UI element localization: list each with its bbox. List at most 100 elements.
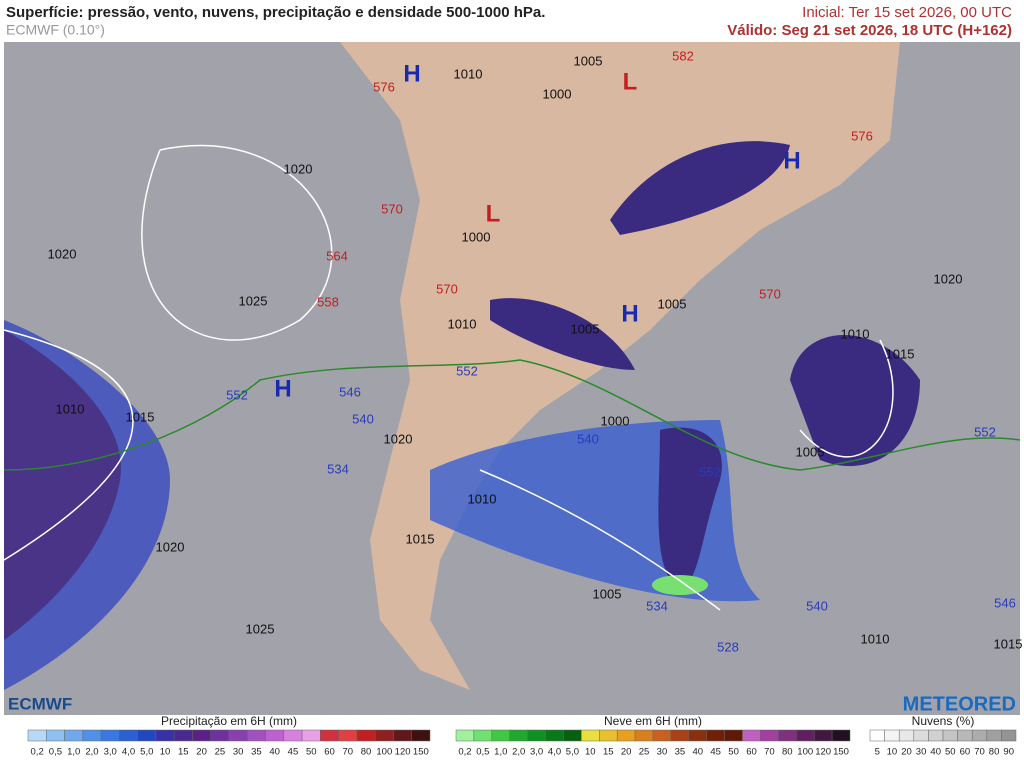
legend-swatch bbox=[1001, 729, 1017, 742]
precip bbox=[790, 335, 920, 467]
legend-swatch bbox=[957, 729, 973, 742]
thickness-label: 570 bbox=[436, 281, 458, 296]
legend-swatch bbox=[100, 729, 120, 742]
legend-swatch bbox=[652, 729, 672, 742]
legend-swatch bbox=[320, 729, 339, 742]
legend-swatch bbox=[928, 729, 944, 742]
legend-tick-label: 90 bbox=[1003, 747, 1014, 758]
snow bbox=[652, 575, 708, 595]
legends: Precipitação em 6H (mm) 0,2 0,5 1,0 2,0 3,0 4,… bbox=[27, 714, 1017, 758]
isobar-label: 1005 bbox=[574, 53, 603, 68]
isobar-label: 1015 bbox=[994, 636, 1023, 651]
legend-swatch bbox=[265, 729, 285, 742]
header-bg bbox=[0, 0, 1024, 42]
legend-swatch bbox=[670, 729, 690, 742]
legend-swatch bbox=[119, 729, 138, 742]
legend-tick-label: 50 bbox=[306, 747, 317, 758]
legend-swatch bbox=[64, 729, 84, 742]
legend-swatch bbox=[411, 729, 431, 742]
legend-tick-label: 10 bbox=[585, 747, 596, 758]
legend-tick-label: 70 bbox=[764, 747, 775, 758]
pressure-center: L bbox=[623, 68, 638, 95]
legend-tick-label: 10 bbox=[160, 747, 171, 758]
isobar-label: 1010 bbox=[454, 66, 483, 81]
legend-tick-label: 1,0 bbox=[67, 747, 80, 758]
legend-tick-label: 30 bbox=[916, 747, 927, 758]
precip bbox=[610, 141, 790, 235]
legend-tick-label: 1,0 bbox=[494, 747, 507, 758]
legend-tick-label: 30 bbox=[657, 747, 668, 758]
pressure-center: H bbox=[403, 60, 420, 87]
legend-swatch bbox=[796, 729, 815, 742]
pressure-center: H bbox=[783, 147, 800, 174]
legend-swatch bbox=[46, 729, 65, 742]
legend-tick-label: 0,5 bbox=[49, 747, 62, 758]
legend-tick-label: 50 bbox=[728, 747, 739, 758]
legend-title: Neve em 6H (mm) bbox=[604, 714, 702, 728]
legend-swatch bbox=[527, 729, 546, 742]
isobar-label: 1025 bbox=[239, 293, 268, 308]
legend-swatch bbox=[563, 729, 582, 742]
legend-tick-label: 35 bbox=[675, 747, 686, 758]
thickness-label: 558 bbox=[317, 294, 339, 309]
legend-swatch bbox=[173, 729, 193, 742]
legend-swatch bbox=[942, 729, 958, 742]
pressure-center: L bbox=[486, 200, 501, 227]
thickness-label: 564 bbox=[326, 248, 348, 263]
legend-swatch bbox=[137, 729, 157, 742]
legend-tick-label: 40 bbox=[692, 747, 703, 758]
legend-tick-label: 4,0 bbox=[122, 747, 135, 758]
legend-swatch bbox=[884, 729, 900, 742]
thickness-label: 540 bbox=[806, 598, 828, 613]
isobar-label: 1010 bbox=[468, 491, 497, 506]
legend-tick-label: 60 bbox=[960, 747, 971, 758]
thickness-label: 552 bbox=[226, 387, 248, 402]
model: ECMWF (0.10°) bbox=[6, 22, 105, 38]
precip bbox=[658, 427, 722, 590]
legend-swatch bbox=[210, 729, 230, 742]
legend-tick-label: 0,2 bbox=[31, 747, 44, 758]
legend-tick-label: 20 bbox=[901, 747, 912, 758]
legend-tick-label: 2,0 bbox=[85, 747, 98, 758]
isobar-label: 1005 bbox=[593, 586, 622, 601]
legend-tick-label: 3,0 bbox=[104, 747, 117, 758]
legend-tick-label: 60 bbox=[746, 747, 757, 758]
legend-swatch bbox=[760, 729, 779, 742]
legend-swatch bbox=[301, 729, 321, 742]
isobar-label: 1000 bbox=[601, 413, 630, 428]
isobar-label: 1015 bbox=[886, 346, 915, 361]
initial-time: Inicial: Ter 15 set 2026, 00 UTC bbox=[802, 4, 1012, 21]
land bbox=[340, 42, 900, 690]
legend-tick-label: 45 bbox=[288, 747, 299, 758]
brand: METEORED bbox=[903, 693, 1016, 715]
legend-swatch bbox=[473, 729, 493, 742]
legend-tick-label: 50 bbox=[945, 747, 956, 758]
legend-tick-label: 80 bbox=[782, 747, 793, 758]
legend-tick-label: 5,0 bbox=[140, 747, 153, 758]
legend-tick-label: 40 bbox=[269, 747, 280, 758]
legend-tick-label: 2,0 bbox=[512, 747, 525, 758]
legend-swatch bbox=[283, 729, 303, 742]
isobar-label: 1000 bbox=[462, 229, 491, 244]
legend-swatch bbox=[616, 729, 636, 742]
legend-swatch bbox=[724, 729, 743, 742]
legend-swatch bbox=[247, 729, 266, 742]
legend-tick-label: 15 bbox=[178, 747, 189, 758]
isobar-label: 1005 bbox=[658, 296, 687, 311]
isobar-label: 1020 bbox=[934, 271, 963, 286]
legend-tick-label: 120 bbox=[395, 747, 411, 758]
thickness-label: 546 bbox=[994, 595, 1016, 610]
legend-tick-label: 4,0 bbox=[548, 747, 561, 758]
thickness-label: 582 bbox=[672, 48, 694, 63]
legend-swatch bbox=[831, 729, 851, 742]
isobar bbox=[3, 144, 894, 611]
legend-tick-label: 5,0 bbox=[566, 747, 579, 758]
legend-swatch bbox=[634, 729, 654, 742]
isobar-label: 1010 bbox=[56, 401, 85, 416]
isobar-label: 1020 bbox=[384, 431, 413, 446]
legend-tick-label: 150 bbox=[413, 747, 429, 758]
legend-swatch bbox=[869, 729, 885, 742]
isobar-label: 1005 bbox=[571, 321, 600, 336]
legend-swatch bbox=[778, 729, 797, 742]
